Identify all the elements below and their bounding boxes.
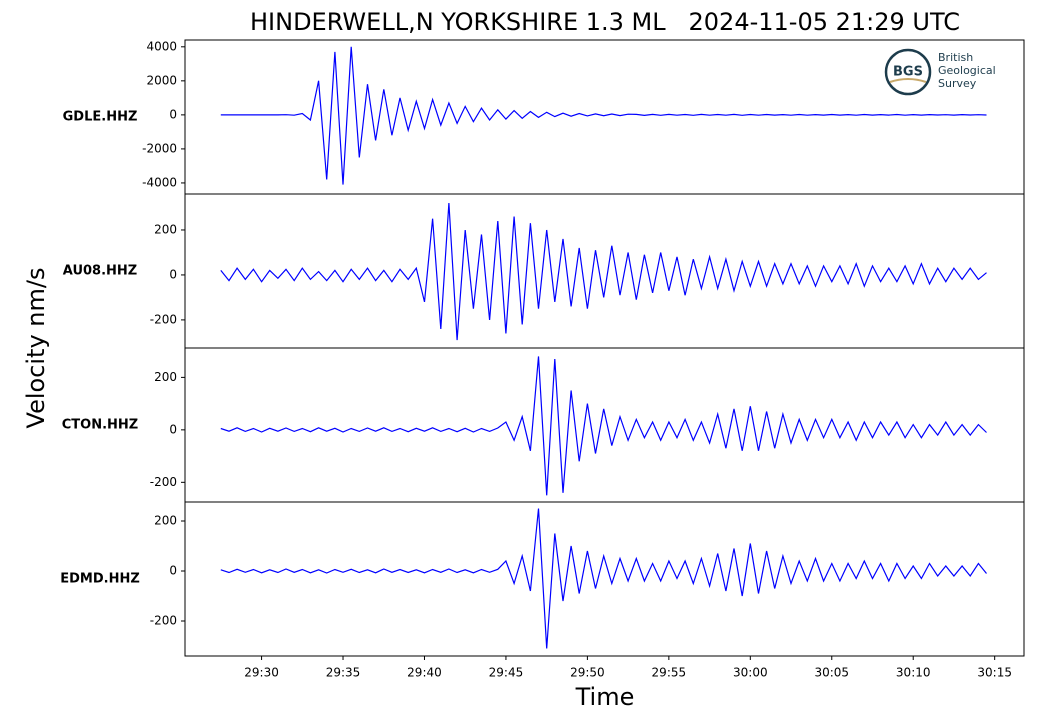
logo: BGS British Geological Survey	[884, 48, 996, 96]
y-tick-label: 2000	[146, 73, 177, 87]
logo-ring	[884, 48, 932, 96]
waveform	[220, 46, 987, 185]
y-tick-label: -200	[150, 475, 177, 489]
chart-title: HINDERWELL,N YORKSHIRE 1.3 ML 2024-11-05…	[250, 8, 960, 36]
x-tick-label: 30:00	[733, 666, 768, 680]
station-label: EDMD.HHZ	[60, 572, 140, 587]
x-tick-label: 29:35	[326, 666, 361, 680]
x-tick-label: 29:40	[407, 666, 442, 680]
station-label: AU08.HHZ	[63, 264, 137, 279]
logo-text: Survey	[938, 77, 977, 90]
logo-text: British	[938, 51, 973, 64]
y-tick-label: -2000	[142, 141, 177, 155]
y-tick-label: -200	[150, 312, 177, 326]
y-tick-label: -200	[150, 614, 177, 628]
y-tick-label: 4000	[146, 39, 177, 53]
x-tick-label: 30:15	[977, 666, 1012, 680]
logo-mark: BGS	[893, 65, 923, 80]
logo-text: Geological	[938, 64, 996, 77]
y-tick-label: 0	[169, 107, 177, 121]
axes-frame	[184, 501, 1025, 657]
x-tick-label: 29:55	[652, 666, 687, 680]
x-tick-label: 29:30	[244, 666, 279, 680]
y-tick-label: -4000	[142, 175, 177, 189]
station-label: CTON.HHZ	[62, 418, 138, 433]
axes-frame	[184, 193, 1025, 349]
waveform	[220, 508, 987, 649]
x-tick-label: 29:50	[570, 666, 605, 680]
x-tick-label: 30:10	[896, 666, 931, 680]
y-tick-label: 200	[154, 370, 177, 384]
x-axis-label: Time	[575, 683, 635, 711]
y-tick-label: 200	[154, 222, 177, 236]
y-tick-label: 200	[154, 514, 177, 528]
logo-wave	[889, 78, 927, 83]
waveform	[220, 356, 987, 496]
y-axis-label: Velocity nm/s	[22, 268, 50, 429]
x-tick-label: 29:45	[489, 666, 524, 680]
y-tick-label: 0	[169, 564, 177, 578]
station-label: GDLE.HHZ	[63, 110, 138, 125]
x-tick-label: 30:05	[814, 666, 849, 680]
y-tick-label: 0	[169, 267, 177, 281]
waveform	[220, 202, 987, 341]
y-tick-label: 0	[169, 422, 177, 436]
